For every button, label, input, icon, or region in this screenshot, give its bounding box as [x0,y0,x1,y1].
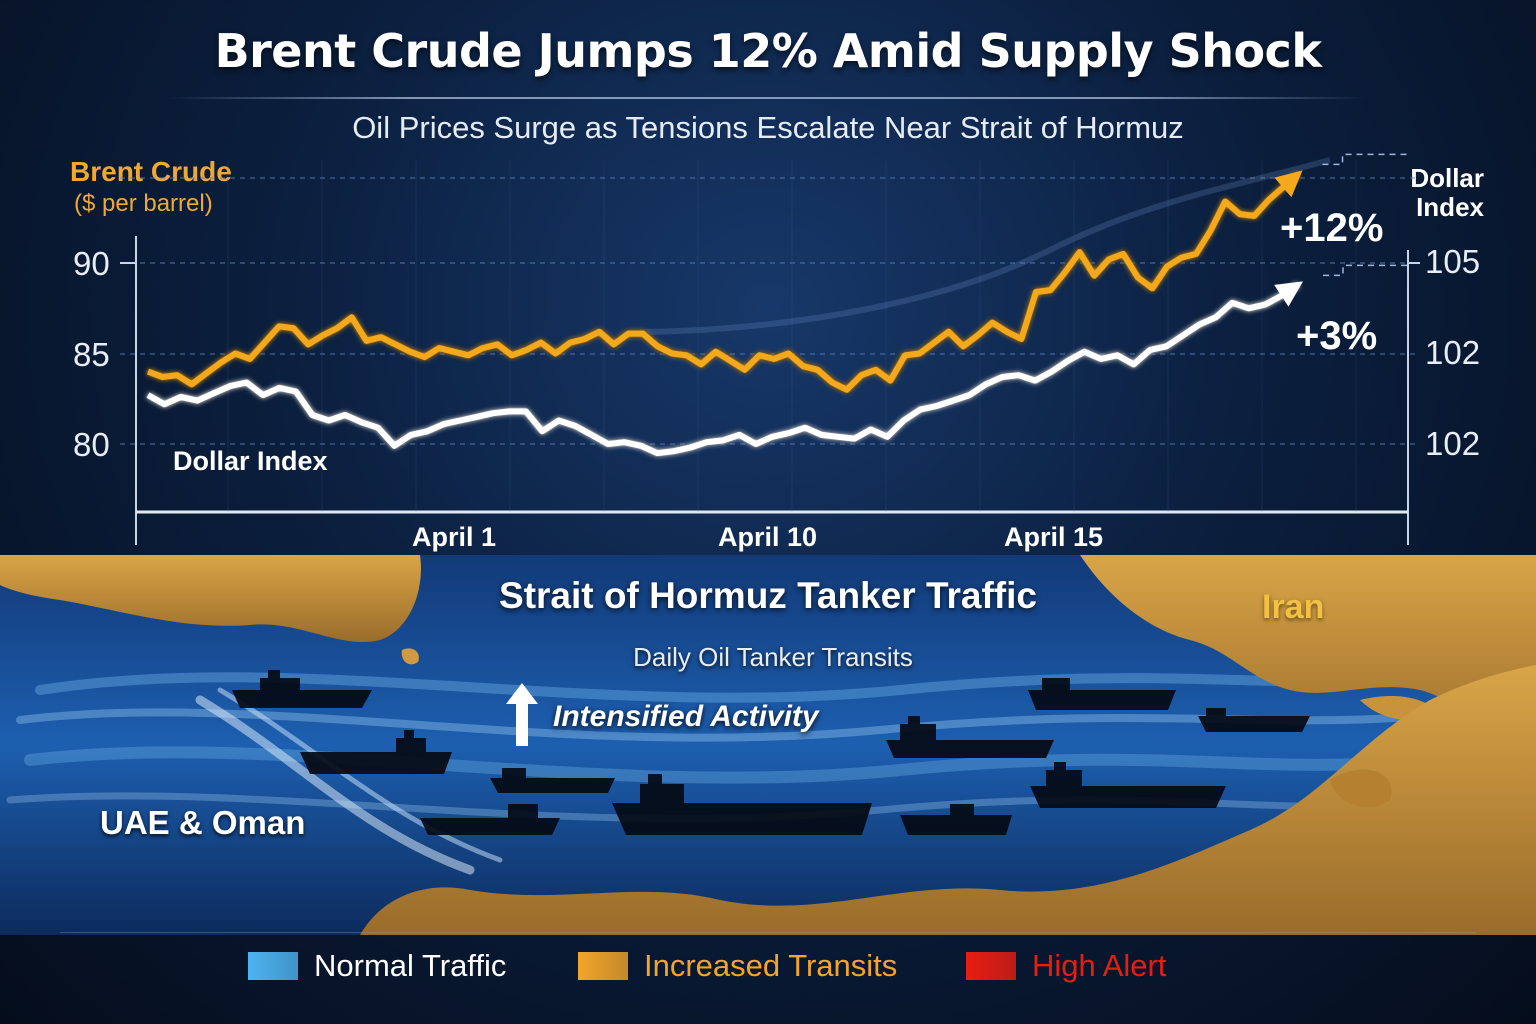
tanker-icon [1028,678,1176,710]
tanker-icon [900,804,1012,835]
tanker-icon [232,670,372,708]
region-label-iran: Iran [1262,588,1325,626]
left-tick-label: 85 [73,336,110,373]
tanker-fleet [232,670,1310,835]
page-title: Brent Crude Jumps 12% Amid Supply Shock [214,24,1322,78]
title-divider [170,97,1366,99]
left-axis-unit: ($ per barrel) [74,190,213,217]
right-tick-label: 105 [1425,243,1481,280]
x-tick-label: April 10 [718,522,818,552]
dollar-leader-line [1323,264,1408,277]
left-tick-label: 80 [73,426,110,463]
right-axis-title: Dollar Index [1410,163,1484,222]
dollar-line-shadow [145,280,1301,459]
tanker-icon [1198,708,1310,732]
page-subtitle: Oil Prices Surge as Tensions Escalate Ne… [352,110,1184,145]
tanker-icon [490,768,615,793]
legend-item-normal: Normal Traffic [248,948,506,984]
background-trend [639,157,1331,335]
up-arrow-icon [506,683,538,746]
x-tick-label: April 1 [412,522,497,552]
legend-label: Normal Traffic [314,948,507,983]
southeast-coast [360,665,1536,935]
tanker-icon [1030,762,1226,808]
tanker-icon [420,804,560,835]
dollar-arrow-icon [1274,281,1304,307]
tanker-icon [886,716,1054,758]
legend-item-increased: Increased Transits [578,948,897,984]
price-chart [120,153,1420,545]
brent-arrow-icon [1274,170,1303,198]
legend-swatch [248,952,298,980]
legend-divider [60,932,1476,933]
map-title: Strait of Hormuz Tanker Traffic [499,575,1037,616]
legend-label: Increased Transits [644,948,898,983]
map-subtitle: Daily Oil Tanker Transits [633,642,913,672]
left-axis-title: Brent Crude [70,156,232,187]
northwest-coast [0,555,421,665]
hormuz-map [0,555,1536,935]
right-tick-label: 102 [1425,425,1481,462]
x-tick-label: April 15 [1004,522,1104,552]
dollar-line [146,282,1300,457]
dollar-series-label: Dollar Index [173,446,328,476]
tanker-icon [612,774,872,835]
legend-swatch [578,952,628,980]
legend-swatch [966,952,1016,980]
brent-leader-line [1322,153,1408,166]
dollar-change-label: +3% [1296,314,1378,358]
region-label-uae-oman: UAE & Oman [100,804,306,841]
brent-change-label: +12% [1280,206,1384,250]
legend-item-high-alert: High Alert [966,948,1166,984]
legend-label: High Alert [1032,948,1167,983]
tanker-icon [300,730,452,774]
brent-line [146,172,1300,393]
activity-label: Intensified Activity [553,700,819,733]
left-tick-label: 90 [73,245,110,282]
right-tick-label: 102 [1425,334,1481,371]
